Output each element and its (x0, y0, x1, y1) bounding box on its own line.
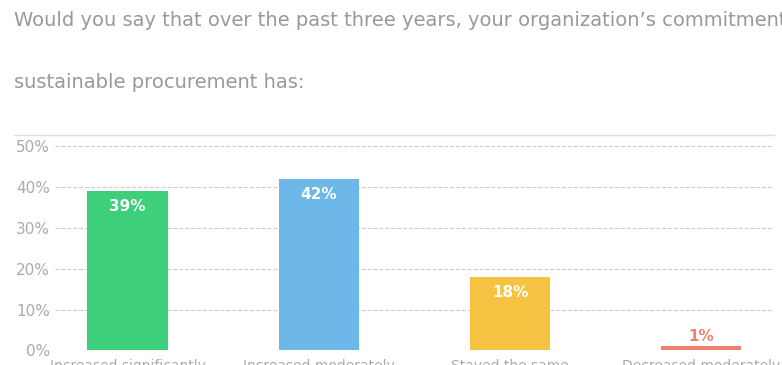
Text: 42%: 42% (300, 187, 337, 202)
Bar (661, 346, 741, 350)
Bar (88, 191, 168, 350)
Bar (278, 179, 359, 350)
Text: 1%: 1% (688, 329, 714, 344)
Text: 39%: 39% (109, 199, 146, 214)
Bar (470, 277, 551, 350)
Text: 18%: 18% (492, 285, 529, 300)
Text: Would you say that over the past three years, your organization’s commitment to: Would you say that over the past three y… (14, 11, 782, 30)
Text: sustainable procurement has:: sustainable procurement has: (14, 73, 304, 92)
